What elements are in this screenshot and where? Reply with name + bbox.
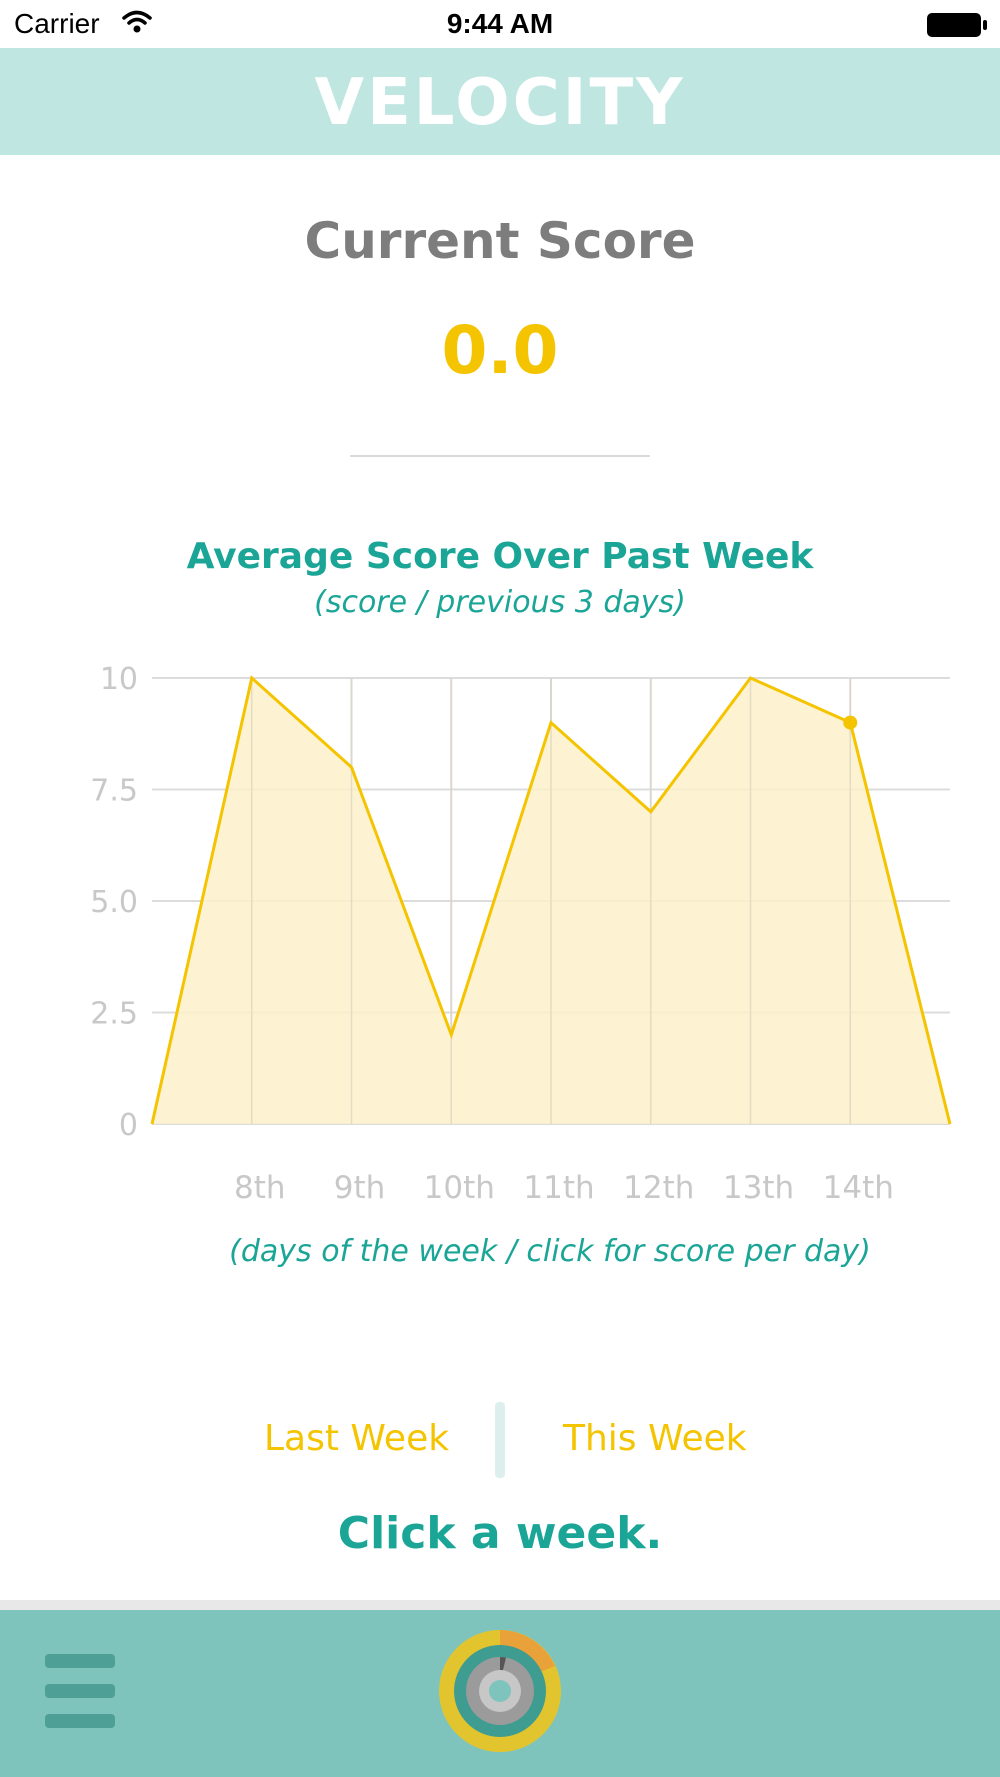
score-ring-icon[interactable] — [437, 1628, 563, 1754]
current-score-label: Current Score — [304, 212, 696, 270]
clock: 9:44 AM — [446, 8, 554, 39]
this-week-button[interactable]: This Week — [563, 1418, 747, 1459]
y-tick-label: 2.5 — [90, 997, 138, 1032]
x-tick-label[interactable]: 14th — [823, 1170, 894, 1206]
y-tick-label: 0 — [119, 1108, 138, 1143]
x-tick-label[interactable]: 12th — [623, 1170, 694, 1206]
series-line — [150, 675, 952, 1125]
x-tick-label[interactable]: 10th — [424, 1170, 495, 1206]
x-tick-label[interactable]: 9th — [334, 1170, 386, 1206]
wifi-icon — [122, 10, 152, 38]
chart-subtitle: (score / previous 3 days) — [314, 585, 686, 620]
app-header: VELOCITY — [0, 48, 1000, 155]
chart-title: Average Score Over Past Week — [186, 536, 814, 577]
y-tick-label: 5.0 — [90, 885, 138, 920]
average-score-chart[interactable]: 0 2.5 5.0 7.5 10 8th 9th 10th 11th 12th 13th 14th — [0, 640, 1000, 1240]
divider — [350, 455, 650, 457]
bottom-nav-bar — [0, 1610, 1000, 1777]
current-score-value: 0.0 — [441, 312, 559, 389]
week-separator — [495, 1402, 505, 1478]
x-tick-label[interactable]: 11th — [523, 1170, 594, 1206]
bottom-bar-shadow — [0, 1600, 1000, 1610]
menu-icon[interactable] — [45, 1654, 115, 1728]
data-point[interactable] — [637, 798, 665, 826]
week-hint: Click a week. — [337, 1508, 663, 1559]
y-tick-label: 7.5 — [90, 774, 138, 809]
battery-icon — [926, 12, 988, 42]
chart-caption: (days of the week / click for score per … — [229, 1234, 871, 1269]
y-tick-label: 10 — [100, 662, 138, 697]
data-point[interactable] — [238, 664, 266, 692]
data-point[interactable] — [338, 753, 366, 781]
data-point[interactable] — [737, 664, 765, 692]
x-tick-label[interactable]: 8th — [234, 1170, 286, 1206]
last-week-button[interactable]: Last Week — [264, 1418, 450, 1459]
data-point[interactable] — [437, 1021, 465, 1049]
status-bar: Carrier 9:44 AM — [0, 0, 1000, 48]
x-tick-label[interactable]: 13th — [723, 1170, 794, 1206]
app-title: VELOCITY — [314, 66, 686, 140]
carrier-label: Carrier — [14, 8, 100, 39]
data-point[interactable] — [537, 709, 565, 737]
highlighted-point — [843, 715, 858, 730]
